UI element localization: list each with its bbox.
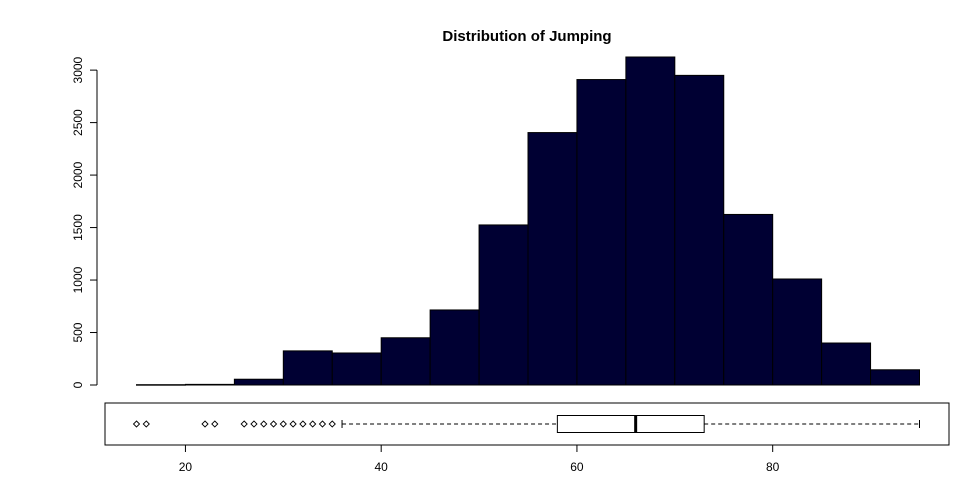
histogram-bar	[233, 378, 284, 386]
histogram-bar	[136, 384, 186, 386]
histogram-bar	[282, 350, 333, 386]
boxplot-outlier	[299, 420, 307, 428]
boxplot-outlier	[260, 420, 268, 428]
boxplot-outlier	[309, 420, 317, 428]
y-tick-label: 1500	[71, 214, 85, 241]
boxplot-outlier	[328, 420, 336, 428]
chart-title: Distribution of Jumping	[442, 28, 611, 45]
y-tick-label: 1000	[71, 266, 85, 293]
boxplot-outlier	[279, 420, 287, 428]
histogram-bar	[576, 79, 627, 386]
boxplot-outlier	[240, 420, 248, 428]
y-axis: 0 500 1000 1500 2000 2500 3000	[71, 56, 98, 388]
x-tick-label: 40	[375, 460, 389, 474]
histogram-bars	[136, 56, 920, 386]
boxplot-outlier	[289, 420, 297, 428]
x-axis: 20 40 60 80	[179, 444, 780, 474]
y-tick-label: 0	[71, 381, 85, 388]
boxplot-outlier	[250, 420, 258, 428]
histogram-bar	[625, 56, 676, 386]
histogram-bar	[331, 352, 382, 386]
x-tick-label: 20	[179, 460, 193, 474]
x-tick-label: 80	[766, 460, 780, 474]
histogram-bar	[723, 213, 774, 386]
boxplot-outlier	[211, 420, 219, 428]
boxplot-outlier	[201, 420, 209, 428]
histogram-bar	[478, 224, 529, 386]
x-tick-label: 60	[570, 460, 584, 474]
histogram-bar	[429, 309, 480, 386]
boxplot	[132, 415, 920, 433]
boxplot-box	[556, 415, 705, 433]
histogram-bar	[674, 74, 725, 386]
y-tick-label: 3000	[71, 56, 85, 83]
histogram-bar	[527, 132, 578, 386]
y-tick-label: 2500	[71, 109, 85, 136]
histogram-bar	[184, 383, 235, 386]
boxplot-outlier	[132, 420, 141, 428]
y-tick-label: 2000	[71, 161, 85, 188]
histogram-bar	[772, 278, 823, 386]
histogram-bar	[870, 369, 920, 386]
y-tick-label: 500	[71, 322, 85, 342]
boxplot-outlier	[318, 420, 327, 428]
histogram-bar	[380, 337, 431, 386]
boxplot-outlier	[269, 420, 278, 428]
boxplot-outlier	[142, 420, 150, 428]
histogram-bar	[821, 342, 872, 386]
